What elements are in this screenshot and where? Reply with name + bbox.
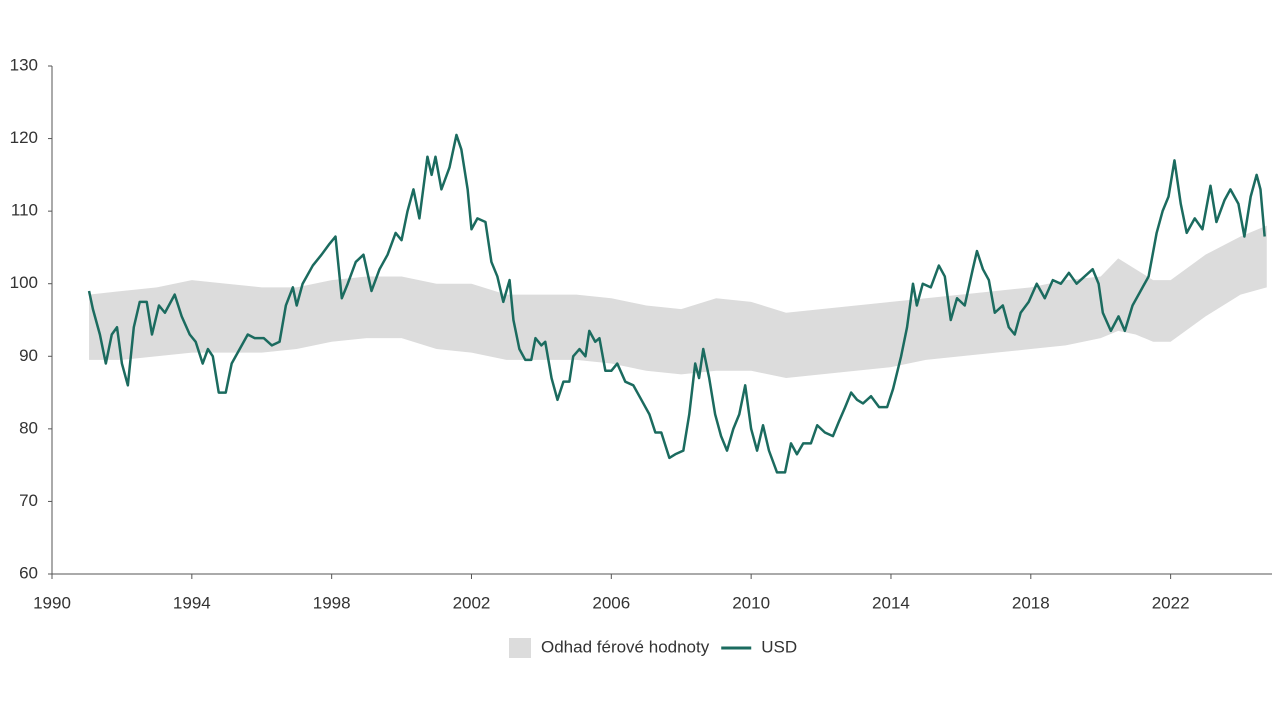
x-tick-label: 1994 xyxy=(173,593,211,612)
x-tick-label: 1998 xyxy=(313,593,351,612)
y-tick-label: 130 xyxy=(10,55,38,74)
x-tick-label: 2018 xyxy=(1012,593,1050,612)
legend-label: USD xyxy=(761,637,797,656)
y-tick-label: 110 xyxy=(11,201,38,220)
legend-swatch xyxy=(509,638,531,658)
y-tick-label: 60 xyxy=(19,563,38,582)
fair-value-band xyxy=(89,225,1267,379)
y-tick-label: 80 xyxy=(19,418,38,437)
usd-line xyxy=(87,133,1266,474)
y-tick-label: 90 xyxy=(19,346,38,365)
x-tick-label: 2006 xyxy=(592,593,630,612)
x-tick-label: 2010 xyxy=(732,593,770,612)
x-tick-label: 1990 xyxy=(33,593,71,612)
y-tick-label: 100 xyxy=(10,273,38,292)
y-tick-label: 120 xyxy=(10,128,38,147)
x-tick-label: 2022 xyxy=(1152,593,1190,612)
legend-label: Odhad férové hodnoty xyxy=(541,637,710,656)
y-tick-label: 70 xyxy=(19,491,38,510)
x-tick-label: 2014 xyxy=(872,593,910,612)
x-tick-label: 2002 xyxy=(453,593,491,612)
